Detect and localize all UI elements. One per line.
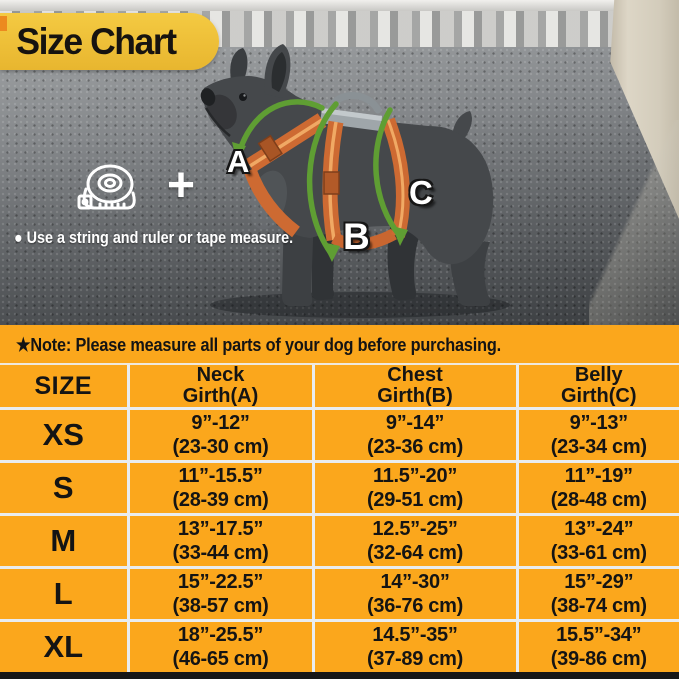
arrow-c bbox=[373, 107, 403, 239]
marker-a: A bbox=[227, 144, 250, 179]
size-chart-table: SIZE Neck Girth(A) Chest Girth(B) Belly … bbox=[0, 365, 679, 672]
size-label: XS bbox=[0, 407, 130, 463]
measurement-arrows bbox=[237, 99, 403, 255]
size-table-panel: ★Note: Please measure all parts of your … bbox=[0, 325, 679, 672]
arrow-a bbox=[237, 99, 325, 153]
neck-cell: 18”-25.5” (46-65 cm) bbox=[126, 619, 315, 672]
header-chest: Chest Girth(B) bbox=[311, 365, 519, 410]
belly-cell: 11”-19” (28-48 cm) bbox=[515, 460, 679, 516]
size-label: XL bbox=[0, 619, 130, 672]
table-row-xl: XL 18”-25.5” (46-65 cm) 14.5”-35” (37-89 c… bbox=[0, 619, 679, 672]
size-label: S bbox=[0, 460, 130, 516]
bottom-black-bar bbox=[0, 672, 679, 679]
chest-cell: 9”-14” (23-36 cm) bbox=[311, 407, 519, 463]
belly-cell: 15.5”-34” (39-86 cm) bbox=[515, 619, 679, 672]
table-row-l: L 15”-22.5” (38-57 cm) 14”-30” (36-76 cm) … bbox=[0, 566, 679, 622]
neck-cell: 15”-22.5” (38-57 cm) bbox=[126, 566, 315, 622]
dog-nose bbox=[200, 88, 216, 106]
chest-cell: 14.5”-35” (37-89 cm) bbox=[311, 619, 519, 672]
belly-cell: 13”-24” (33-61 cm) bbox=[515, 513, 679, 569]
table-row-xs: XS 9”-12” (23-30 cm) 9”-14” (23-36 cm) 9”-… bbox=[0, 407, 679, 463]
chest-cell: 14”-30” (36-76 cm) bbox=[311, 566, 519, 622]
table-row-m: M 13”-17.5” (33-44 cm) 12.5”-25” (32-64 cm… bbox=[0, 513, 679, 569]
arrow-b bbox=[306, 101, 339, 255]
chest-cell: 12.5”-25” (32-64 cm) bbox=[311, 513, 519, 569]
table-row-s: S 11”-15.5” (28-39 cm) 11.5”-20” (29-51 cm… bbox=[0, 460, 679, 516]
header-size: SIZE bbox=[0, 365, 130, 410]
measure-instruction: ● Use a string and ruler or tape measure… bbox=[14, 229, 294, 247]
curb-highlight bbox=[589, 120, 679, 325]
marker-c: C bbox=[409, 174, 433, 211]
chest-cell: 11.5”-20” (29-51 cm) bbox=[311, 460, 519, 516]
size-chart-banner: Size Chart bbox=[0, 13, 219, 70]
dog-eye bbox=[239, 93, 247, 101]
header-belly: Belly Girth(C) bbox=[515, 365, 679, 410]
table-wrap: SIZE Neck Girth(A) Chest Girth(B) Belly … bbox=[0, 363, 679, 672]
belly-cell: 15”-29” (38-74 cm) bbox=[515, 566, 679, 622]
tape-measure-icon bbox=[77, 164, 136, 210]
belly-cell: 9”-13” (23-34 cm) bbox=[515, 407, 679, 463]
table-header-row: SIZE Neck Girth(A) Chest Girth(B) Belly … bbox=[0, 365, 679, 410]
note-row: ★Note: Please measure all parts of your … bbox=[0, 325, 679, 363]
neck-cell: 9”-12” (23-30 cm) bbox=[126, 407, 315, 463]
page-title: Size Chart bbox=[16, 21, 177, 62]
banner-orange-accent bbox=[0, 16, 7, 31]
product-photo: Size Chart + A B C ● Use a string and bbox=[0, 0, 679, 325]
neck-cell: 13”-17.5” (33-44 cm) bbox=[126, 513, 315, 569]
harness bbox=[243, 92, 410, 251]
marker-b: B bbox=[343, 216, 370, 257]
neck-cell: 11”-15.5” (28-39 cm) bbox=[126, 460, 315, 516]
plus-icon: + bbox=[167, 159, 196, 212]
size-label: L bbox=[0, 566, 130, 622]
size-label: M bbox=[0, 513, 130, 569]
note-text: ★Note: Please measure all parts of your … bbox=[16, 334, 501, 355]
dog-harness-illustration bbox=[200, 44, 510, 318]
header-neck: Neck Girth(A) bbox=[126, 365, 315, 410]
